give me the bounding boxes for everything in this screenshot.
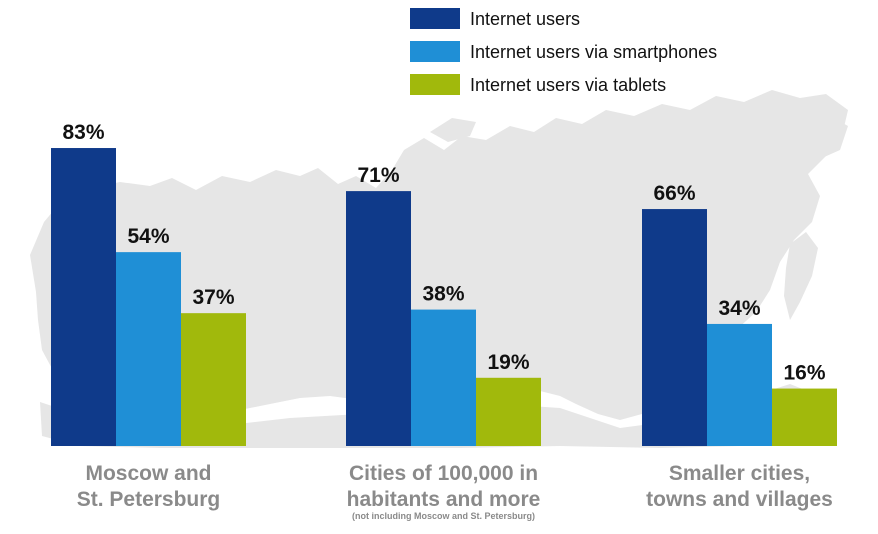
category-note-2: (not including Moscow and St. Petersburg… [352, 511, 535, 521]
category-label-3-line-1: Smaller cities, [669, 462, 810, 485]
category-label-1-line-1: Moscow and [85, 462, 211, 485]
bar-3-series-1 [642, 209, 707, 446]
value-label-1-series-2: 54% [127, 225, 169, 248]
value-label-3-series-3: 16% [783, 362, 825, 385]
category-label-2-line-1: Cities of 100,000 in [349, 462, 538, 485]
value-label-3-series-1: 66% [653, 182, 695, 205]
bar-2-series-1 [346, 191, 411, 446]
map-island-east [806, 116, 848, 158]
value-label-3-series-2: 34% [718, 297, 760, 320]
legend-label-3: Internet users via tablets [470, 75, 666, 95]
map-peninsula-east [784, 232, 818, 320]
bar-3-series-3 [772, 388, 837, 446]
legend-label-1: Internet users [470, 9, 580, 29]
category-label-1-line-2: St. Petersburg [77, 488, 221, 511]
bar-1-series-1 [51, 148, 116, 446]
bar-1-series-3 [181, 313, 246, 446]
category-labels-layer: Moscow and St. Petersburg Cities of 100,00… [77, 462, 833, 521]
bar-2-series-2 [411, 309, 476, 446]
value-label-2-series-3: 19% [487, 351, 529, 374]
legend-swatch-1 [410, 8, 460, 29]
bar-2-series-3 [476, 377, 541, 446]
category-label-2-line-2: habitants and more [347, 488, 541, 511]
bar-1-series-2 [116, 252, 181, 446]
value-label-2-series-2: 38% [422, 283, 464, 306]
legend-label-2: Internet users via smartphones [470, 42, 717, 62]
legend-swatch-3 [410, 74, 460, 95]
map-island-north [430, 118, 476, 142]
value-label-1-series-3: 37% [192, 286, 234, 309]
legend-swatch-2 [410, 41, 460, 62]
bars-layer [51, 148, 837, 446]
legend: Internet users Internet users via smartph… [410, 8, 717, 95]
value-labels-layer: 83% 71% 66% 54% 38% 34% 37% 19% 16% [62, 121, 825, 385]
value-label-2-series-1: 71% [357, 164, 399, 187]
category-label-3-line-2: towns and villages [646, 488, 833, 511]
value-label-1-series-1: 83% [62, 121, 104, 144]
bar-3-series-2 [707, 323, 772, 446]
